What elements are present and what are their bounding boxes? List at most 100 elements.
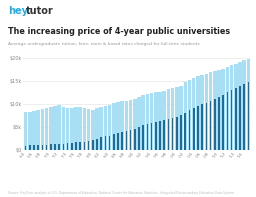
Bar: [32, 111, 36, 150]
Text: The increasing price of 4-year public universities: The increasing price of 4-year public un…: [8, 27, 230, 36]
Bar: [209, 72, 212, 150]
Bar: [112, 103, 116, 150]
Bar: [45, 108, 48, 150]
Bar: [189, 110, 190, 150]
Bar: [41, 145, 43, 150]
Bar: [36, 110, 40, 150]
Bar: [150, 93, 153, 150]
Bar: [206, 103, 207, 150]
Bar: [79, 142, 81, 150]
Bar: [248, 82, 249, 150]
Bar: [29, 145, 30, 150]
Bar: [239, 86, 241, 150]
Bar: [193, 108, 195, 150]
Text: hey: hey: [8, 6, 28, 16]
Bar: [247, 59, 250, 150]
Bar: [71, 143, 73, 150]
Bar: [62, 107, 65, 150]
Bar: [172, 118, 174, 150]
Bar: [104, 106, 107, 150]
Bar: [171, 88, 175, 150]
Bar: [155, 122, 157, 150]
Bar: [197, 106, 199, 150]
Bar: [230, 65, 233, 150]
Bar: [126, 131, 127, 150]
Bar: [58, 144, 60, 150]
Bar: [129, 100, 132, 150]
Bar: [196, 76, 200, 150]
Bar: [67, 143, 68, 150]
Bar: [234, 64, 238, 150]
Bar: [96, 139, 98, 150]
Bar: [46, 145, 47, 150]
Bar: [227, 92, 228, 150]
Bar: [37, 145, 39, 150]
Bar: [75, 142, 77, 150]
Bar: [99, 107, 103, 150]
Bar: [28, 112, 31, 150]
Bar: [205, 74, 208, 150]
Bar: [57, 105, 61, 150]
Bar: [213, 71, 217, 150]
Bar: [180, 115, 182, 150]
Bar: [95, 109, 99, 150]
Text: Source: HeyTutor analysis of U.S. Department of Education, National Center for E: Source: HeyTutor analysis of U.S. Depart…: [8, 191, 234, 195]
Bar: [87, 109, 90, 150]
Bar: [91, 110, 95, 150]
Bar: [185, 113, 186, 150]
Bar: [243, 84, 245, 150]
Bar: [125, 101, 128, 150]
Bar: [24, 112, 27, 150]
Bar: [222, 95, 224, 150]
Bar: [100, 137, 102, 150]
Bar: [130, 130, 132, 150]
Bar: [175, 87, 179, 150]
Bar: [214, 99, 216, 150]
Bar: [146, 94, 149, 150]
Bar: [109, 136, 110, 150]
Bar: [168, 119, 169, 150]
Bar: [218, 97, 220, 150]
Bar: [70, 108, 73, 150]
Bar: [121, 132, 123, 150]
Bar: [137, 97, 141, 150]
Bar: [242, 60, 246, 150]
Bar: [217, 70, 221, 150]
Bar: [164, 120, 165, 150]
Bar: [192, 78, 196, 150]
Bar: [226, 67, 229, 150]
Bar: [88, 141, 89, 150]
Text: Average undergraduate tuition, fees, room & board rates charged for full-time st: Average undergraduate tuition, fees, roo…: [8, 42, 199, 46]
Bar: [134, 129, 136, 150]
Bar: [50, 144, 52, 150]
Bar: [188, 80, 191, 150]
Bar: [53, 106, 57, 150]
Bar: [62, 144, 64, 150]
Bar: [105, 137, 106, 150]
Bar: [176, 117, 178, 150]
Bar: [138, 127, 140, 150]
Bar: [167, 89, 170, 150]
Bar: [33, 145, 35, 150]
Bar: [84, 142, 85, 150]
Bar: [201, 104, 203, 150]
Bar: [113, 134, 115, 150]
Bar: [221, 69, 225, 150]
Text: tutor: tutor: [26, 6, 54, 16]
Bar: [200, 75, 204, 150]
Bar: [184, 82, 187, 150]
Bar: [158, 92, 162, 150]
Bar: [25, 146, 26, 150]
Bar: [151, 123, 153, 150]
Bar: [235, 88, 237, 150]
Bar: [163, 91, 166, 150]
Bar: [133, 99, 137, 150]
Bar: [231, 90, 232, 150]
Bar: [179, 85, 183, 150]
Bar: [66, 108, 69, 150]
Bar: [142, 95, 145, 150]
Bar: [83, 108, 86, 150]
Bar: [116, 102, 120, 150]
Bar: [210, 101, 211, 150]
Bar: [74, 107, 78, 150]
